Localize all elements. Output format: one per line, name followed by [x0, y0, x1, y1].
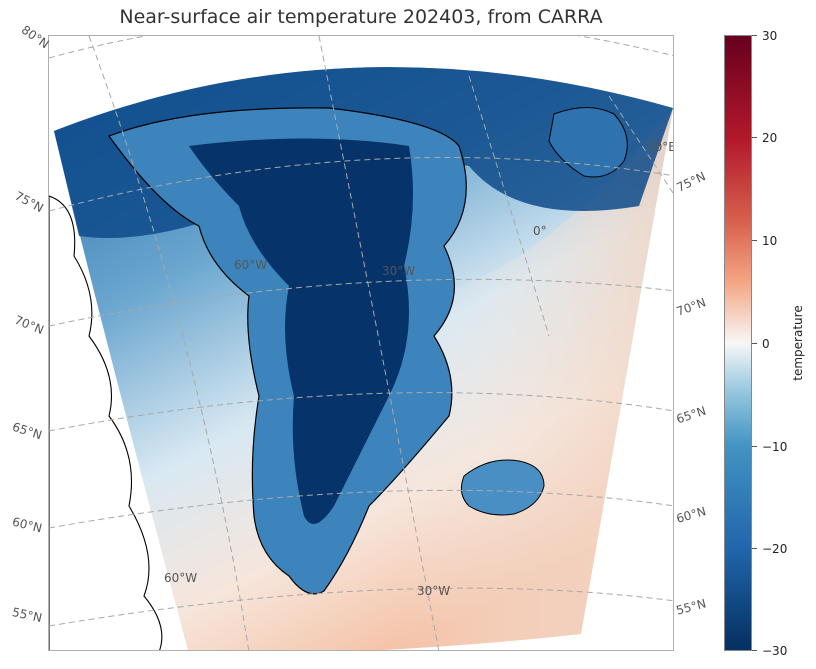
iceland-landmass [460, 459, 545, 516]
lon-label-30w: 30°W [417, 584, 451, 598]
temperature-field-warm-east [399, 108, 673, 648]
colorbar [724, 35, 752, 651]
svalbard-landmass [548, 107, 628, 178]
colorbar-tick [752, 343, 757, 344]
canada-coastline [49, 195, 163, 650]
graticule [49, 36, 673, 650]
lon-label-0: 0° [533, 224, 547, 238]
map-title: Near-surface air temperature 202403, fro… [119, 6, 603, 28]
greenland-ice-interior [189, 138, 413, 524]
colorbar-tick-label: −30 [762, 644, 788, 658]
lat-label-right-75n: 75°N [674, 169, 708, 195]
lat-label-65n: 65°N [10, 419, 44, 443]
map-panel: 60°W 30°W 0° 30°E 60°W 30°W [48, 35, 674, 651]
map-canvas [49, 36, 673, 650]
lat-label-55n: 55°N [10, 605, 44, 625]
colorbar-tick-label: 10 [762, 234, 778, 248]
lat-label-right-70n: 70°N [674, 295, 708, 319]
colorbar-tick-label: 0 [762, 337, 770, 351]
colorbar-tick [752, 240, 757, 241]
colorbar-tick [752, 137, 757, 138]
colorbar-tick-label: −20 [762, 542, 788, 556]
colorbar-label: temperature [791, 305, 805, 381]
lat-label-70n: 70°N [12, 312, 46, 338]
interior-lon-label-30w: 30°W [382, 264, 416, 278]
lon-label-30e: 30°E [647, 140, 674, 154]
interior-lon-label-60w: 60°W [234, 258, 268, 272]
colorbar-tick [752, 35, 757, 36]
colorbar-tick [752, 548, 757, 549]
lat-label-80n: 80°N [18, 22, 52, 52]
colorbar-tick-label: −10 [762, 440, 788, 454]
colorbar-tick-label: 20 [762, 131, 778, 145]
colorbar-tick-label: 30 [762, 29, 778, 43]
colorbar-tick [752, 446, 757, 447]
lat-label-75n: 75°N [12, 188, 46, 216]
lat-label-right-65n: 65°N [674, 403, 708, 427]
lat-label-60n: 60°N [10, 514, 44, 536]
colorbar-tick [752, 650, 757, 651]
lon-label-60w: 60°W [164, 571, 198, 585]
lat-label-right-60n: 60°N [674, 504, 708, 526]
lat-label-right-55n: 55°N [674, 596, 708, 618]
